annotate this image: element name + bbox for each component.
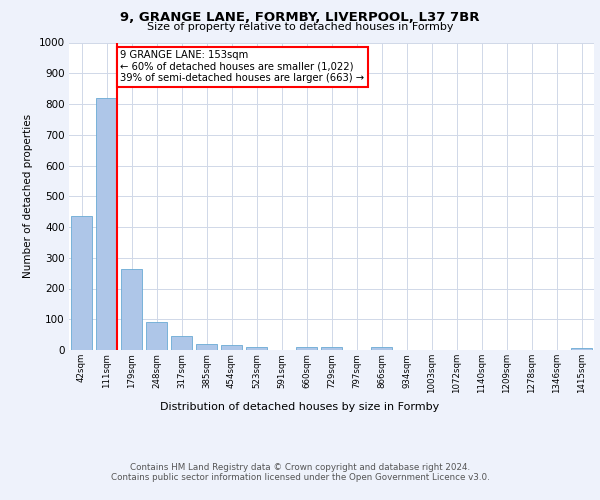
Text: Distribution of detached houses by size in Formby: Distribution of detached houses by size … <box>160 402 440 412</box>
Bar <box>371 347 392 350</box>
Text: Contains HM Land Registry data © Crown copyright and database right 2024.: Contains HM Land Registry data © Crown c… <box>130 462 470 471</box>
Bar <box>571 348 592 350</box>
Bar <box>196 344 217 350</box>
Text: Contains public sector information licensed under the Open Government Licence v3: Contains public sector information licen… <box>110 474 490 482</box>
Text: Size of property relative to detached houses in Formby: Size of property relative to detached ho… <box>147 22 453 32</box>
Bar <box>71 216 92 350</box>
Bar <box>146 322 167 350</box>
Bar <box>171 336 192 350</box>
Bar <box>221 345 242 350</box>
Y-axis label: Number of detached properties: Number of detached properties <box>23 114 33 278</box>
Bar <box>246 347 267 350</box>
Bar <box>96 98 117 350</box>
Bar <box>121 268 142 350</box>
Bar <box>296 347 317 350</box>
Text: 9 GRANGE LANE: 153sqm
← 60% of detached houses are smaller (1,022)
39% of semi-d: 9 GRANGE LANE: 153sqm ← 60% of detached … <box>120 50 364 84</box>
Bar <box>321 347 342 350</box>
Text: 9, GRANGE LANE, FORMBY, LIVERPOOL, L37 7BR: 9, GRANGE LANE, FORMBY, LIVERPOOL, L37 7… <box>120 11 480 24</box>
